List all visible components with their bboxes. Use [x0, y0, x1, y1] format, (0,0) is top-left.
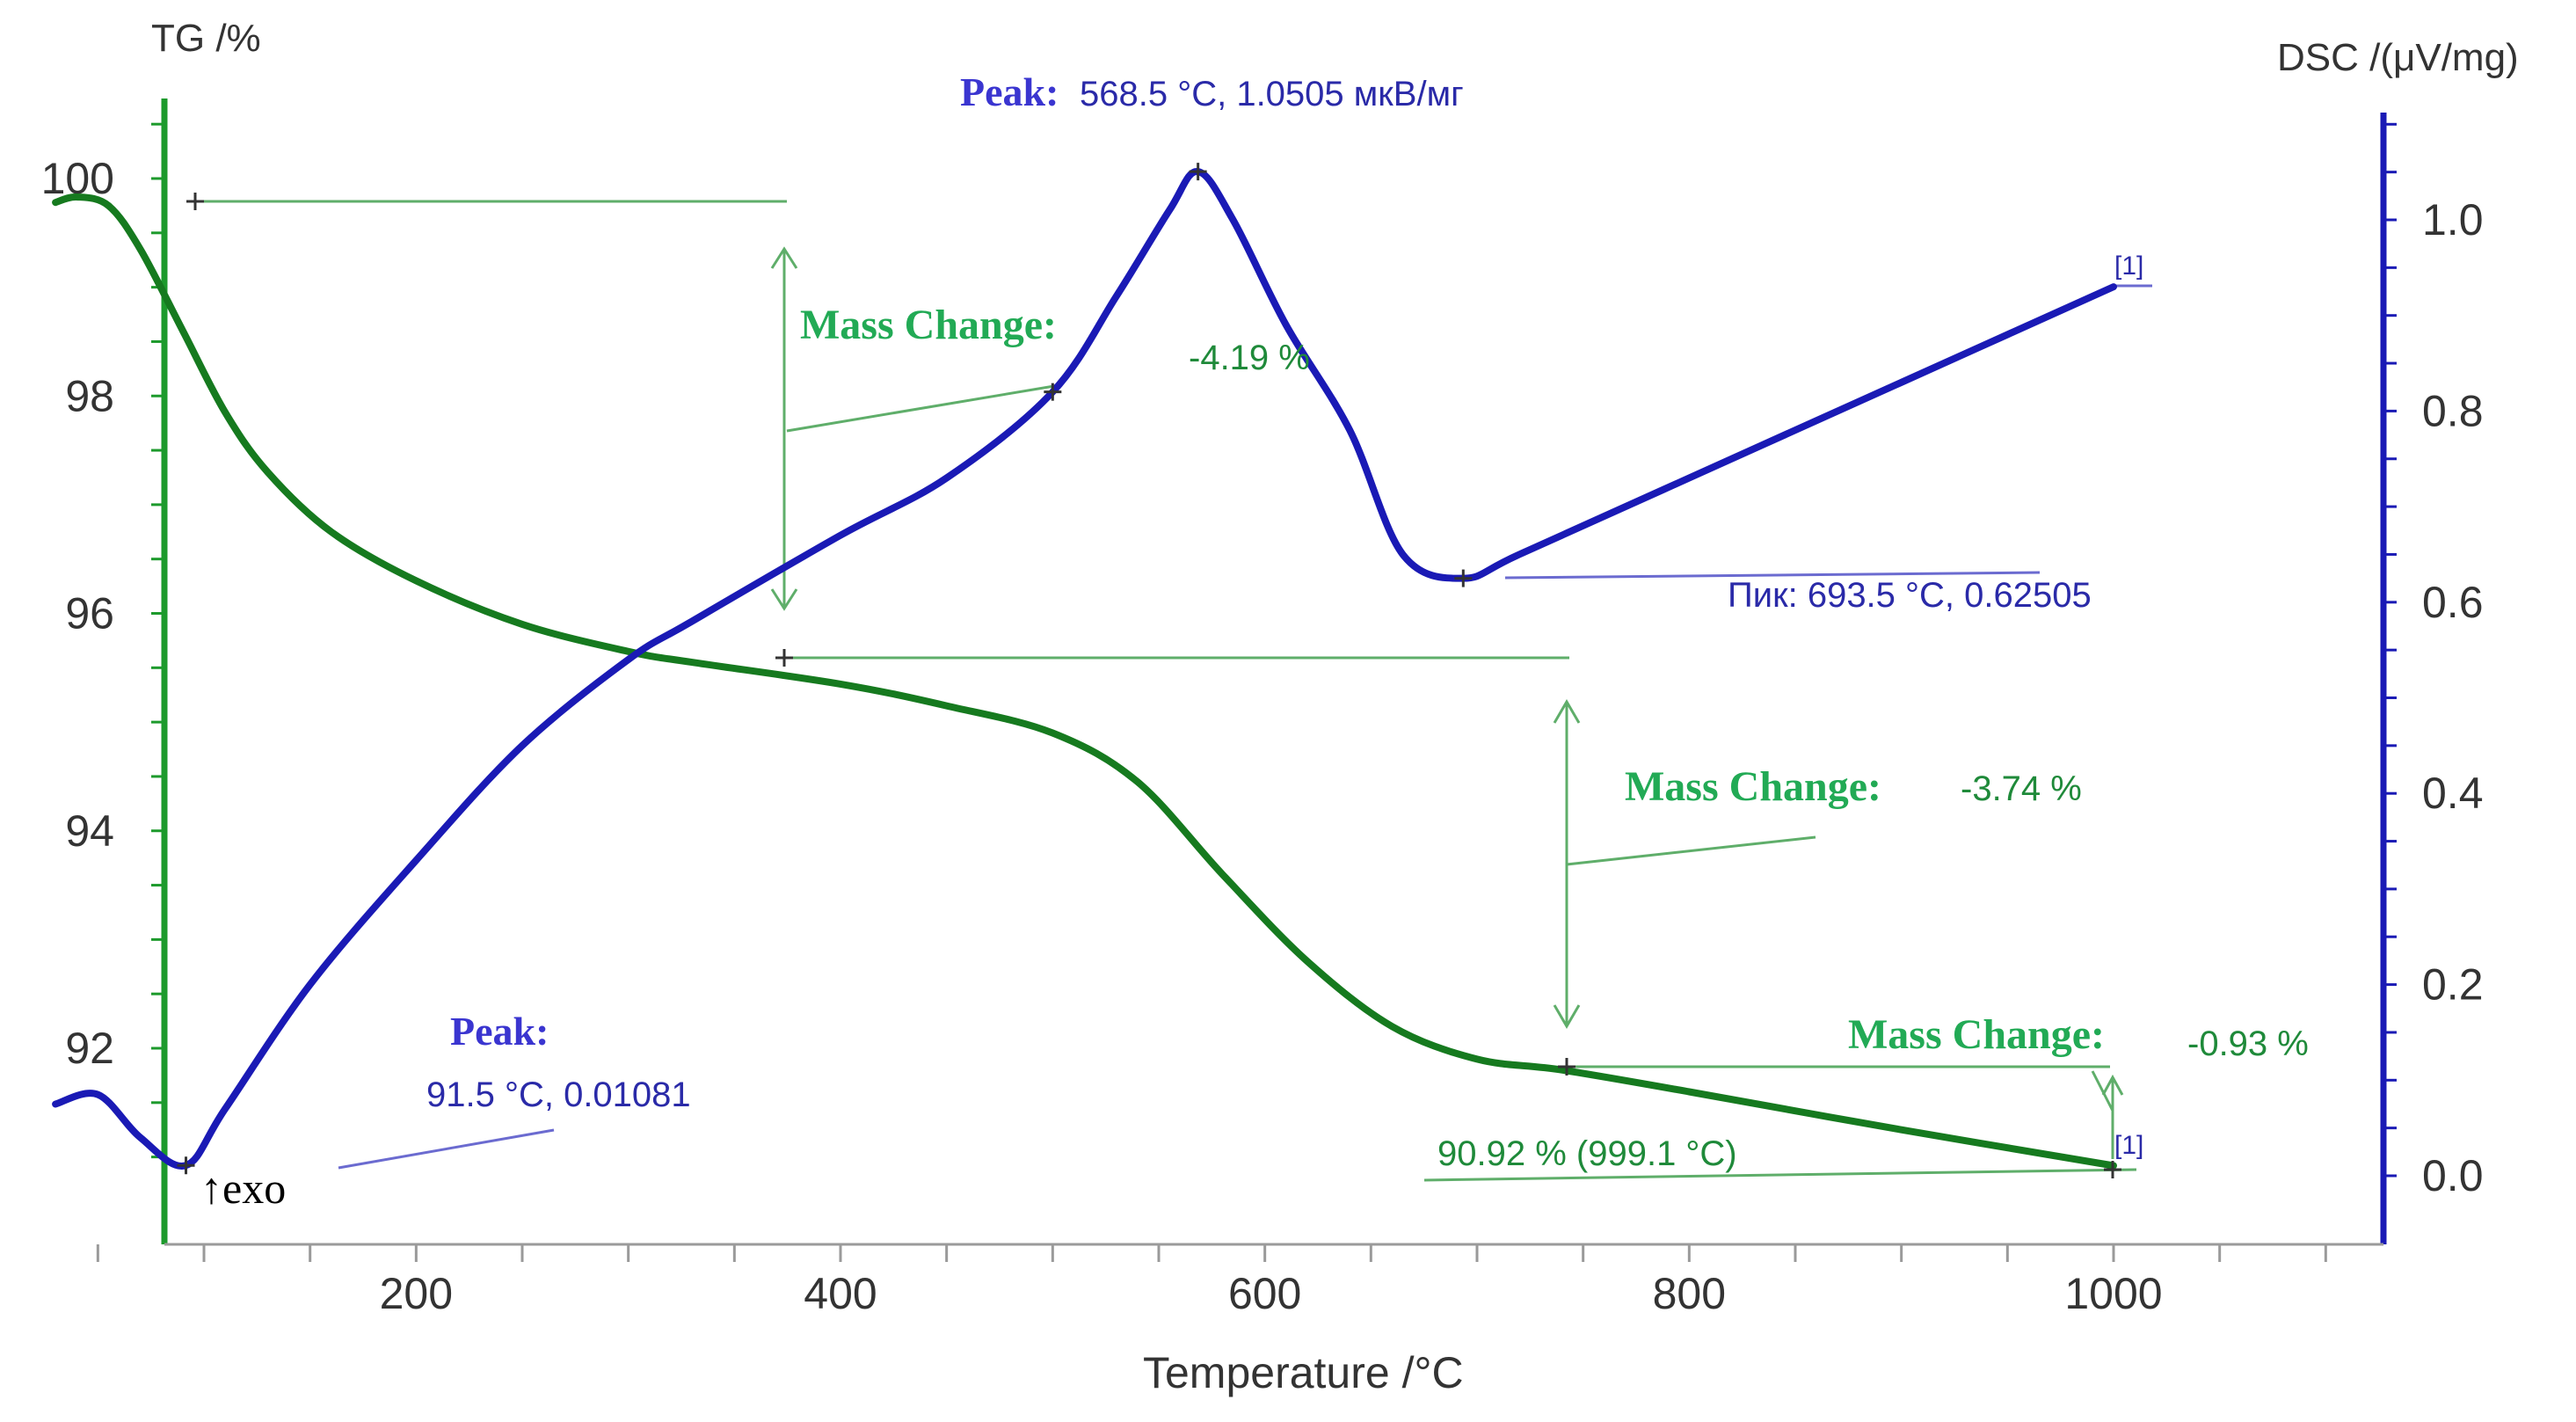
dsc-tick-label-1.0: 1.0 — [2422, 195, 2484, 244]
mass-change-label-2: Mass Change: — [1625, 763, 1881, 810]
mass-change-label-3: Mass Change: — [1848, 1011, 2105, 1058]
mass-change-label-1: Mass Change: — [800, 302, 1057, 348]
tg-axis-title: TG /% — [151, 17, 261, 60]
dsc-curve-marker: [1] — [2114, 252, 2143, 281]
guide-arrow-1-head-top — [770, 246, 798, 269]
guide-leader-3 — [2091, 1070, 2114, 1112]
dsc-axis-title: DSC /(μV/mg) — [2277, 36, 2519, 79]
dsc-tick-label-0.2: 0.2 — [2422, 960, 2484, 1010]
dsc-leader-min — [338, 1128, 555, 1170]
guide-leader-2 — [1566, 835, 1816, 866]
dsc-tick-label-0.0: 0.0 — [2422, 1151, 2484, 1200]
guide-leader-1 — [786, 383, 1060, 433]
residual-mass-label: 90.92 % (999.1 °C) — [1437, 1134, 1737, 1173]
peak-top-value: 568.5 °C, 1.0505 мкВ/мг — [1080, 75, 1464, 113]
tg-curve-marker: [1] — [2114, 1131, 2143, 1160]
guide-residual — [1423, 1168, 2137, 1182]
x-tick-label-1000: 1000 — [2064, 1269, 2162, 1318]
dsc-curve — [52, 168, 2117, 1170]
dsc-tick-label-0.6: 0.6 — [2422, 578, 2484, 627]
guide-arrow-2-head-top — [1553, 699, 1581, 724]
mass-change-value-1: -4.19 % — [1189, 339, 1310, 377]
tg-tick-label-96: 96 — [65, 589, 114, 638]
mass-change-value-2: -3.74 % — [1961, 769, 2082, 808]
peak-top-label: Peak: — [960, 69, 1059, 114]
pik-label: Пик: 693.5 °C, 0.62505 — [1728, 576, 2092, 615]
tg-tick-label-92: 92 — [65, 1024, 114, 1073]
x-tick-label-800: 800 — [1653, 1269, 1726, 1318]
guide-arrow-2-head-bottom — [1553, 1004, 1581, 1029]
dsc-tick-label-0.8: 0.8 — [2422, 386, 2484, 435]
dsc-leader-pik — [1504, 571, 2041, 580]
peak-bottom-label: Peak: — [450, 1009, 549, 1054]
x-axis-title: Temperature /°C — [1143, 1348, 1464, 1397]
x-tick-label-200: 200 — [380, 1269, 453, 1318]
x-tick-label-400: 400 — [804, 1269, 877, 1318]
dsc-tick-labels: 0.0 0.2 0.4 0.6 0.8 1.0 — [2422, 195, 2484, 1200]
mass-change-value-3: -0.93 % — [2187, 1025, 2309, 1063]
tg-tick-label-98: 98 — [65, 371, 114, 420]
tg-tick-label-94: 94 — [65, 806, 114, 856]
x-tick-label-600: 600 — [1228, 1269, 1301, 1318]
curve-markers — [177, 163, 2121, 1178]
peak-bottom-value: 91.5 °C, 0.01081 — [426, 1076, 691, 1114]
guide-arrow-1-head-bottom — [770, 588, 798, 611]
dsc-leaders — [338, 284, 2152, 1170]
dsc-tick-label-0.4: 0.4 — [2422, 769, 2484, 818]
exo-label: ↑exo — [200, 1163, 286, 1213]
annotation-guides — [195, 200, 2137, 1182]
guide-arrow-3-head — [2101, 1074, 2124, 1096]
x-tick-labels: 200 400 600 800 1000 — [380, 1269, 2163, 1318]
tg-curve — [52, 193, 2117, 1170]
